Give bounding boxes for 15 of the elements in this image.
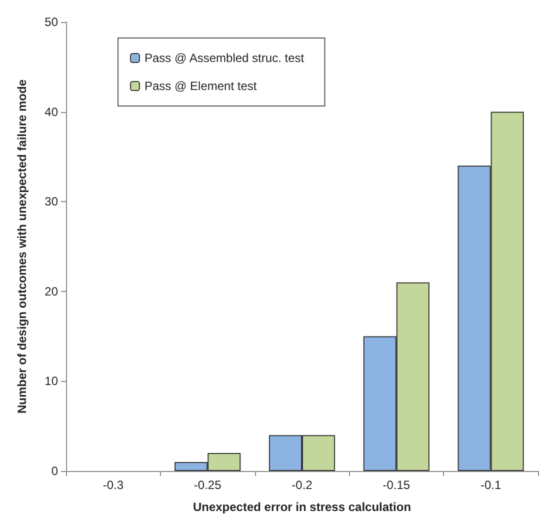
x-axis-title: Unexpected error in stress calculation bbox=[192, 500, 412, 514]
y-tick-label: 0 bbox=[51, 464, 58, 478]
legend-label: Pass @ Assembled struc. test bbox=[144, 51, 305, 65]
y-tick-label: 40 bbox=[44, 104, 58, 119]
y-tick-label: 10 bbox=[44, 374, 58, 388]
y-tick-label: 50 bbox=[44, 15, 58, 29]
legend-label: Pass @ Element test bbox=[144, 79, 258, 93]
y-axis-title: Number of design outcomes with unexpected failure mode bbox=[15, 79, 29, 414]
x-tick-label: -0.2 bbox=[292, 478, 313, 492]
x-tick-label: -0.15 bbox=[382, 478, 410, 492]
y-tick-label: 30 bbox=[44, 194, 58, 209]
y-tick-label: 20 bbox=[44, 284, 58, 298]
x-tick-label: -0.25 bbox=[194, 478, 222, 492]
x-tick-label: -0.3 bbox=[102, 478, 124, 492]
x-tick-label: -0.1 bbox=[480, 478, 502, 492]
